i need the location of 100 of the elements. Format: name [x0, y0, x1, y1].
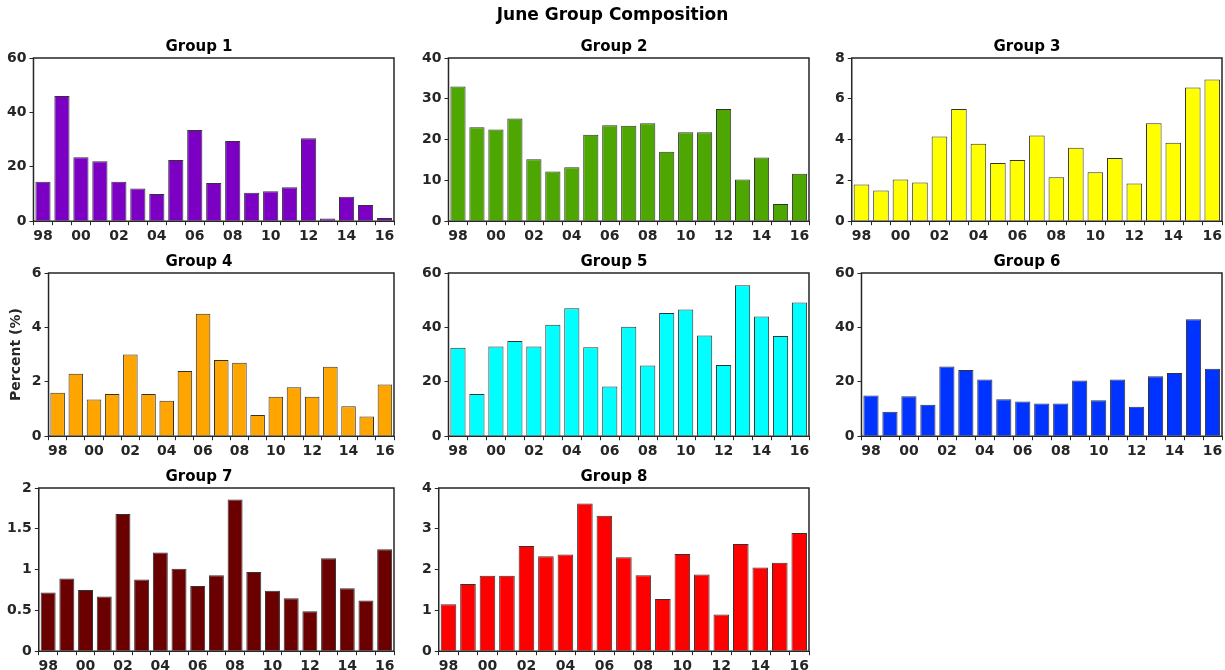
x-tick-label: 10: [1085, 227, 1106, 244]
x-tick-label: 08: [225, 657, 245, 670]
y-tick-label: 60: [835, 263, 855, 280]
y-tick-label: 4: [421, 478, 432, 495]
x-tick-label: 08: [637, 442, 658, 459]
x-tick-label: 12: [713, 227, 734, 244]
x-tick-label: 98: [33, 227, 53, 244]
x-tick-label: 10: [266, 442, 286, 459]
x-tick-label: 08: [229, 442, 250, 459]
y-tick-label: 8: [834, 48, 845, 65]
x-tick-label: 16: [789, 442, 810, 459]
y-tick-label: 4: [834, 130, 845, 147]
x-tick-label: 02: [929, 227, 950, 244]
x-tick-label: 14: [337, 657, 358, 670]
y-tick-label: 0: [431, 426, 442, 443]
y-tick-label: 0: [16, 211, 27, 228]
x-tick-label: 14: [336, 227, 357, 244]
y-tick-label: 6: [31, 263, 42, 280]
x-tick-label: 14: [338, 442, 359, 459]
x-tick-label: 04: [975, 442, 995, 459]
x-tick-label: 12: [298, 227, 319, 244]
y-tick-label: 1: [22, 560, 32, 577]
y-tick-label: 60: [422, 263, 442, 280]
x-tick-label: 04: [562, 442, 582, 459]
x-tick-label: 16: [1202, 227, 1222, 244]
x-tick-label: 06: [600, 442, 620, 459]
y-tick-label: 60: [7, 48, 27, 65]
chart-title: Group 7: [165, 466, 233, 485]
x-tick-label: 98: [448, 442, 468, 459]
x-tick-label: 06: [1013, 442, 1033, 459]
y-tick-label: 40: [835, 318, 855, 335]
x-tick-label: 00: [486, 227, 506, 244]
x-tick-label: 10: [260, 227, 281, 244]
y-tick-label: 0.5: [6, 601, 32, 618]
x-tick-label: 06: [187, 657, 208, 670]
x-tick-label: 00: [71, 227, 91, 244]
x-tick-label: 06: [185, 227, 205, 244]
x-tick-label: 00: [477, 657, 498, 670]
y-tick-label: 20: [422, 130, 442, 147]
y-tick-label: 0: [844, 426, 855, 443]
x-tick-label: 14: [1163, 227, 1184, 244]
x-tick-label: 02: [524, 227, 544, 244]
x-tick-label: 02: [120, 442, 141, 459]
x-tick-label: 04: [147, 227, 167, 244]
x-tick-label: 98: [438, 657, 459, 670]
x-tick-label: 10: [262, 657, 283, 670]
x-tick-label: 08: [1050, 442, 1071, 459]
x-tick-label: 08: [637, 227, 658, 244]
x-tick-label: 16: [375, 442, 395, 459]
x-tick-label: 00: [890, 227, 911, 244]
y-tick-label: 20: [422, 372, 442, 389]
x-tick-label: 00: [84, 442, 104, 459]
x-tick-label: 98: [851, 227, 872, 244]
x-tick-label: 02: [113, 657, 133, 670]
y-tick-label: 40: [7, 103, 27, 120]
y-tick-label: 20: [7, 157, 27, 174]
x-tick-label: 98: [448, 227, 468, 244]
x-tick-label: 10: [672, 657, 693, 670]
chart-title: Group 8: [580, 466, 648, 485]
x-tick-label: 16: [374, 657, 395, 670]
x-tick-label: 06: [193, 442, 213, 459]
x-tick-label: 12: [1124, 227, 1145, 244]
y-axis-title: Percent (%): [7, 308, 24, 402]
x-tick-label: 10: [675, 442, 696, 459]
y-tick-label: 20: [835, 372, 855, 389]
x-tick-label: 08: [633, 657, 654, 670]
x-tick-label: 16: [1202, 442, 1223, 459]
x-tick-label: 02: [524, 442, 544, 459]
y-tick-label: 1: [421, 601, 432, 618]
x-tick-label: 04: [968, 227, 989, 244]
y-tick-label: 0: [31, 426, 42, 443]
x-tick-label: 12: [302, 442, 322, 459]
y-tick-label: 0: [431, 211, 442, 228]
y-tick-label: 1.5: [6, 519, 32, 536]
y-tick-label: 4: [31, 318, 42, 335]
y-tick-label: 2: [22, 478, 32, 495]
y-tick-label: 6: [834, 89, 845, 106]
x-tick-label: 16: [789, 227, 810, 244]
x-tick-label: 02: [937, 442, 957, 459]
x-tick-label: 14: [1164, 442, 1185, 459]
chart-title: Group 3: [993, 36, 1061, 55]
y-tick-label: 40: [422, 318, 442, 335]
x-tick-label: 00: [75, 657, 96, 670]
x-tick-label: 06: [594, 657, 615, 670]
y-tick-label: 0: [22, 641, 33, 658]
x-tick-label: 04: [156, 442, 177, 459]
x-tick-label: 12: [711, 657, 732, 670]
y-tick-label: 0: [421, 641, 432, 658]
y-tick-label: 2: [834, 171, 845, 188]
x-tick-label: 14: [751, 442, 772, 459]
x-tick-label: 04: [150, 657, 171, 670]
x-tick-label: 06: [1007, 227, 1028, 244]
x-tick-label: 10: [1088, 442, 1109, 459]
chart-title: Group 1: [165, 36, 233, 55]
x-tick-label: 02: [109, 227, 129, 244]
y-tick-label: 2: [421, 560, 432, 577]
x-tick-label: 00: [486, 442, 506, 459]
x-tick-label: 08: [1046, 227, 1067, 244]
y-tick-label: 30: [422, 89, 442, 106]
x-tick-label: 98: [38, 657, 58, 670]
